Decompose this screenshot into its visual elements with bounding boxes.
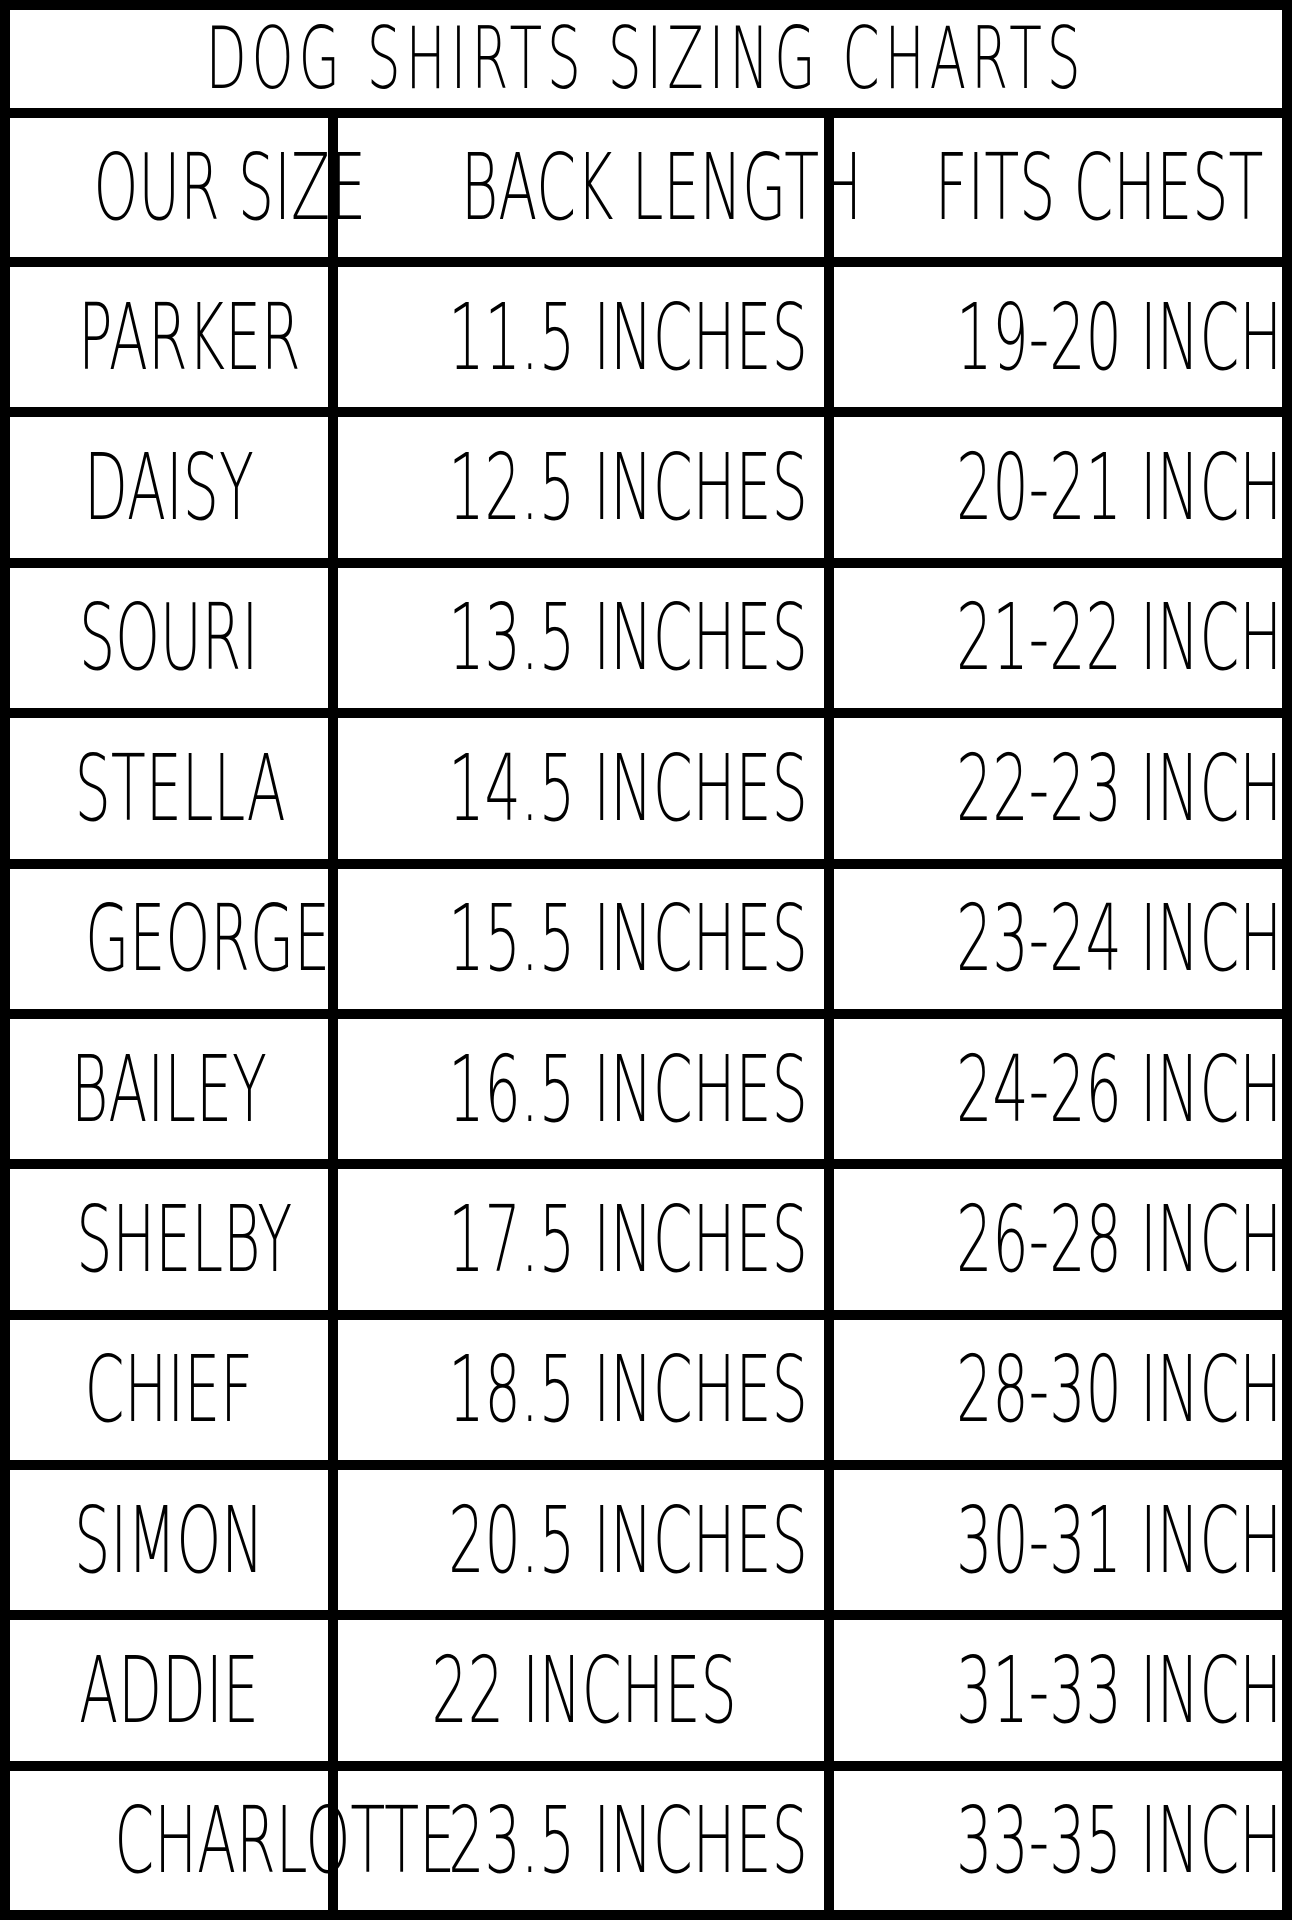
data-row: STELLA 14.5 INCHES 22-23 INCHES (10, 708, 1292, 869)
cell: 20-21 INCHES (824, 407, 1292, 568)
cell: 21-22 INCHES (824, 557, 1292, 719)
header-row: OUR SIZE BACK LENGTH FITS CHEST (10, 118, 1282, 267)
data-row-text: 23.5 INCHES (448, 1786, 808, 1894)
header-row-text: OUR SIZE (93, 133, 367, 241)
cell: ADDIE (10, 1610, 338, 1771)
cell: 12.5 INCHES (328, 407, 834, 568)
data-row-text: 20-21 INCHES (956, 434, 1292, 542)
cell: 22 INCHES (328, 1610, 834, 1771)
data-row-text: 24-26 INCHES (956, 1035, 1292, 1143)
data-row: CHIEF 18.5 INCHES 28-30 INCHES (10, 1309, 1292, 1471)
data-row-text: 26-28 INCHES (956, 1186, 1292, 1293)
cell: 15.5 INCHES (328, 858, 834, 1019)
data-row-text: 11.5 INCHES (448, 283, 808, 391)
cell: OUR SIZE (10, 118, 366, 267)
data-row-text: 31-33 INCHES (956, 1637, 1292, 1745)
data-row-text: 23-24 INCHES (956, 885, 1292, 993)
cell: CHIEF (10, 1309, 338, 1471)
header-row-text: FITS CHEST (934, 133, 1264, 241)
data-row-text: 16.5 INCHES (448, 1035, 808, 1143)
cell: CHARLOTTE (10, 1760, 455, 1910)
data-row-text: 33-35 INCHES (956, 1786, 1292, 1894)
cell: DAISY (10, 407, 338, 568)
cell: 26-28 INCHES (824, 1159, 1292, 1320)
data-row: SIMON 20.5 INCHES 30-31 INCHES (10, 1460, 1292, 1621)
data-row-text: SOURI (79, 584, 259, 692)
data-row-text: 15.5 INCHES (448, 885, 808, 993)
cell: 23.5 INCHES (328, 1760, 834, 1910)
data-row-text: 30-31 INCHES (956, 1486, 1292, 1594)
table-body: OUR SIZE BACK LENGTH FITS CHEST PARKER 11.5 … (10, 118, 1292, 1910)
cell: STELLA (10, 708, 338, 869)
data-row-text: 12.5 INCHES (448, 434, 808, 542)
data-row: DAISY 12.5 INCHES 20-21 INCHES (10, 407, 1292, 568)
cell: 23-24 INCHES (824, 858, 1292, 1019)
data-row-text: SHELBY (76, 1186, 293, 1293)
cell: 11.5 INCHES (328, 256, 834, 418)
data-row-text: 13.5 INCHES (448, 584, 808, 692)
data-row: SHELBY 17.5 INCHES 26-28 INCHES (10, 1159, 1292, 1320)
cell: BAILEY (10, 1008, 338, 1170)
data-row: BAILEY 16.5 INCHES 24-26 INCHES (10, 1008, 1292, 1170)
data-row-text: 22-23 INCHES (956, 734, 1292, 842)
cell: 22-23 INCHES (824, 708, 1292, 869)
data-row: SOURI 13.5 INCHES 21-22 INCHES (10, 557, 1292, 719)
data-row-text: 14.5 INCHES (448, 734, 808, 842)
cell: 13.5 INCHES (328, 557, 834, 719)
cell: 18.5 INCHES (328, 1309, 834, 1471)
data-row: ADDIE 22 INCHES 31-33 INCHES (10, 1610, 1292, 1771)
cell: SOURI (10, 557, 338, 719)
cell: 19-20 INCHES (824, 256, 1292, 418)
data-row-text: 17.5 INCHES (448, 1186, 808, 1293)
data-row: GEORGE 15.5 INCHES 23-24 INCHES (10, 858, 1292, 1019)
data-row-text: PARKER (78, 283, 301, 391)
cell: 28-30 INCHES (824, 1309, 1292, 1471)
cell: GEORGE (10, 858, 338, 1019)
data-row-text: DAISY (84, 434, 254, 542)
data-row-text: 18.5 INCHES (448, 1336, 808, 1444)
header-row-text: BACK LENGTH (460, 133, 863, 241)
data-row-text: BAILEY (71, 1035, 267, 1143)
data-row-text: ADDIE (79, 1637, 259, 1745)
title: DOG SHIRTS SIZING CHARTS (206, 9, 1086, 109)
cell: SIMON (10, 1460, 338, 1621)
data-row-text: CHARLOTTE (114, 1786, 456, 1894)
cell: 24-26 INCHES (824, 1008, 1292, 1170)
data-row-text: 19-20 INCHES (956, 283, 1292, 391)
data-row-text: 21-22 INCHES (956, 584, 1292, 692)
data-row-text: 28-30 INCHES (956, 1336, 1292, 1444)
data-row-text: 22 INCHES (431, 1637, 737, 1745)
cell: 14.5 INCHES (328, 708, 834, 869)
size-table: OUR SIZE BACK LENGTH FITS CHEST PARKER 11.5 … (10, 118, 1292, 1910)
data-row-text: CHIEF (84, 1336, 254, 1444)
data-row-text: SIMON (74, 1486, 264, 1594)
cell: 30-31 INCHES (824, 1460, 1292, 1621)
cell: 20.5 INCHES (328, 1460, 834, 1621)
title-bar: DOG SHIRTS SIZING CHARTS (10, 9, 1282, 118)
cell: 33-35 INCHES (824, 1760, 1292, 1910)
data-row: PARKER 11.5 INCHES 19-20 INCHES (10, 256, 1292, 418)
cell: BACK LENGTH (328, 118, 862, 267)
cell: PARKER (10, 256, 338, 418)
cell: 31-33 INCHES (824, 1610, 1292, 1771)
cell: SHELBY (10, 1159, 338, 1320)
data-row-text: 20.5 INCHES (448, 1486, 808, 1594)
data-row-text: STELLA (74, 734, 286, 842)
cell: 16.5 INCHES (328, 1008, 834, 1170)
data-row-text: GEORGE (85, 885, 331, 993)
cell: FITS CHEST (824, 118, 1282, 267)
cell: 17.5 INCHES (328, 1159, 834, 1320)
